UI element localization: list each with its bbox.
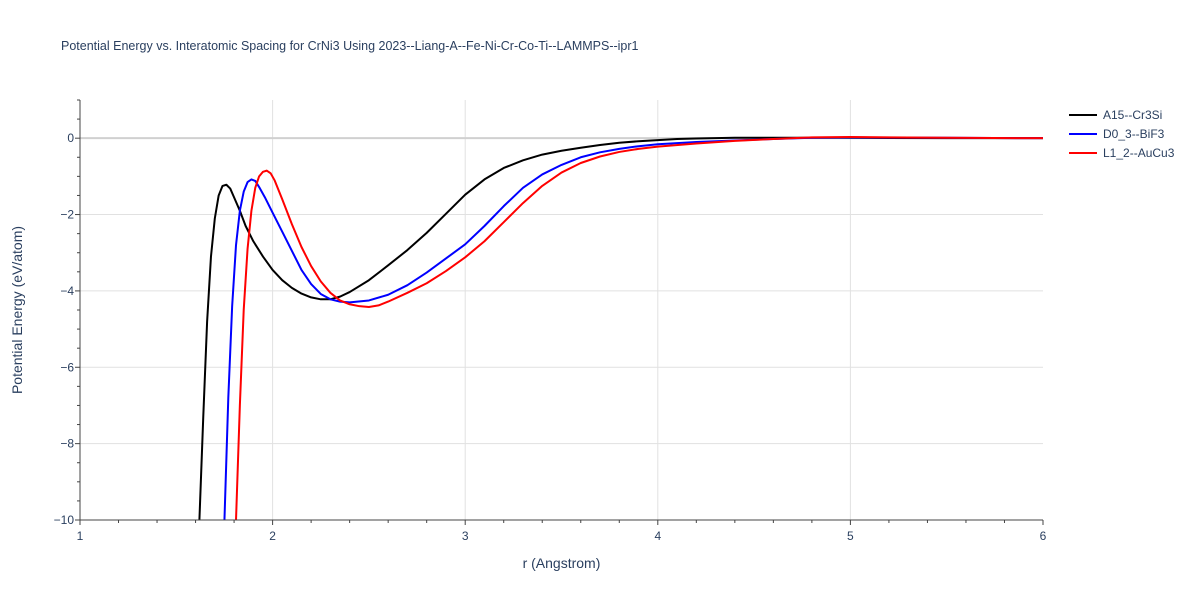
x-tick-label: 5: [847, 529, 854, 543]
y-tick-label: −2: [60, 208, 74, 222]
legend-item[interactable]: A15--Cr3Si: [1069, 108, 1162, 122]
y-tick-label: −8: [60, 437, 74, 451]
chart-title: Potential Energy vs. Interatomic Spacing…: [61, 39, 639, 53]
legend-label: D0_3--BiF3: [1103, 127, 1165, 141]
legend-label: A15--Cr3Si: [1103, 108, 1162, 122]
y-tick-label: 0: [67, 131, 74, 145]
y-tick-label: −10: [54, 513, 75, 527]
x-tick-label: 3: [462, 529, 469, 543]
x-axis-label: r (Angstrom): [523, 555, 601, 571]
legend-label: L1_2--AuCu3: [1103, 146, 1175, 160]
legend-item[interactable]: L1_2--AuCu3: [1069, 146, 1175, 160]
x-tick-label: 2: [269, 529, 276, 543]
series-line-d0-3-bif3: [223, 136, 1043, 520]
data-lines: [198, 136, 1043, 520]
y-tick-label: −6: [60, 360, 74, 374]
x-tick-label: 6: [1040, 529, 1047, 543]
series-line-a15-cr3si: [198, 136, 1043, 520]
x-tick-label: 4: [654, 529, 661, 543]
y-tick-label: −4: [60, 284, 74, 298]
legend-item[interactable]: D0_3--BiF3: [1069, 127, 1165, 141]
series-line-l1-2-aucu3: [235, 136, 1043, 520]
grid: [80, 100, 1043, 520]
y-axis-label: Potential Energy (eV/atom): [9, 226, 25, 394]
x-tick-label: 1: [77, 529, 84, 543]
legend[interactable]: A15--Cr3Si D0_3--BiF3 L1_2--AuCu3: [1069, 108, 1175, 160]
axes: 1 2 3 4 5 6 −10 −8 −6 −4 −2 0: [54, 99, 1047, 543]
